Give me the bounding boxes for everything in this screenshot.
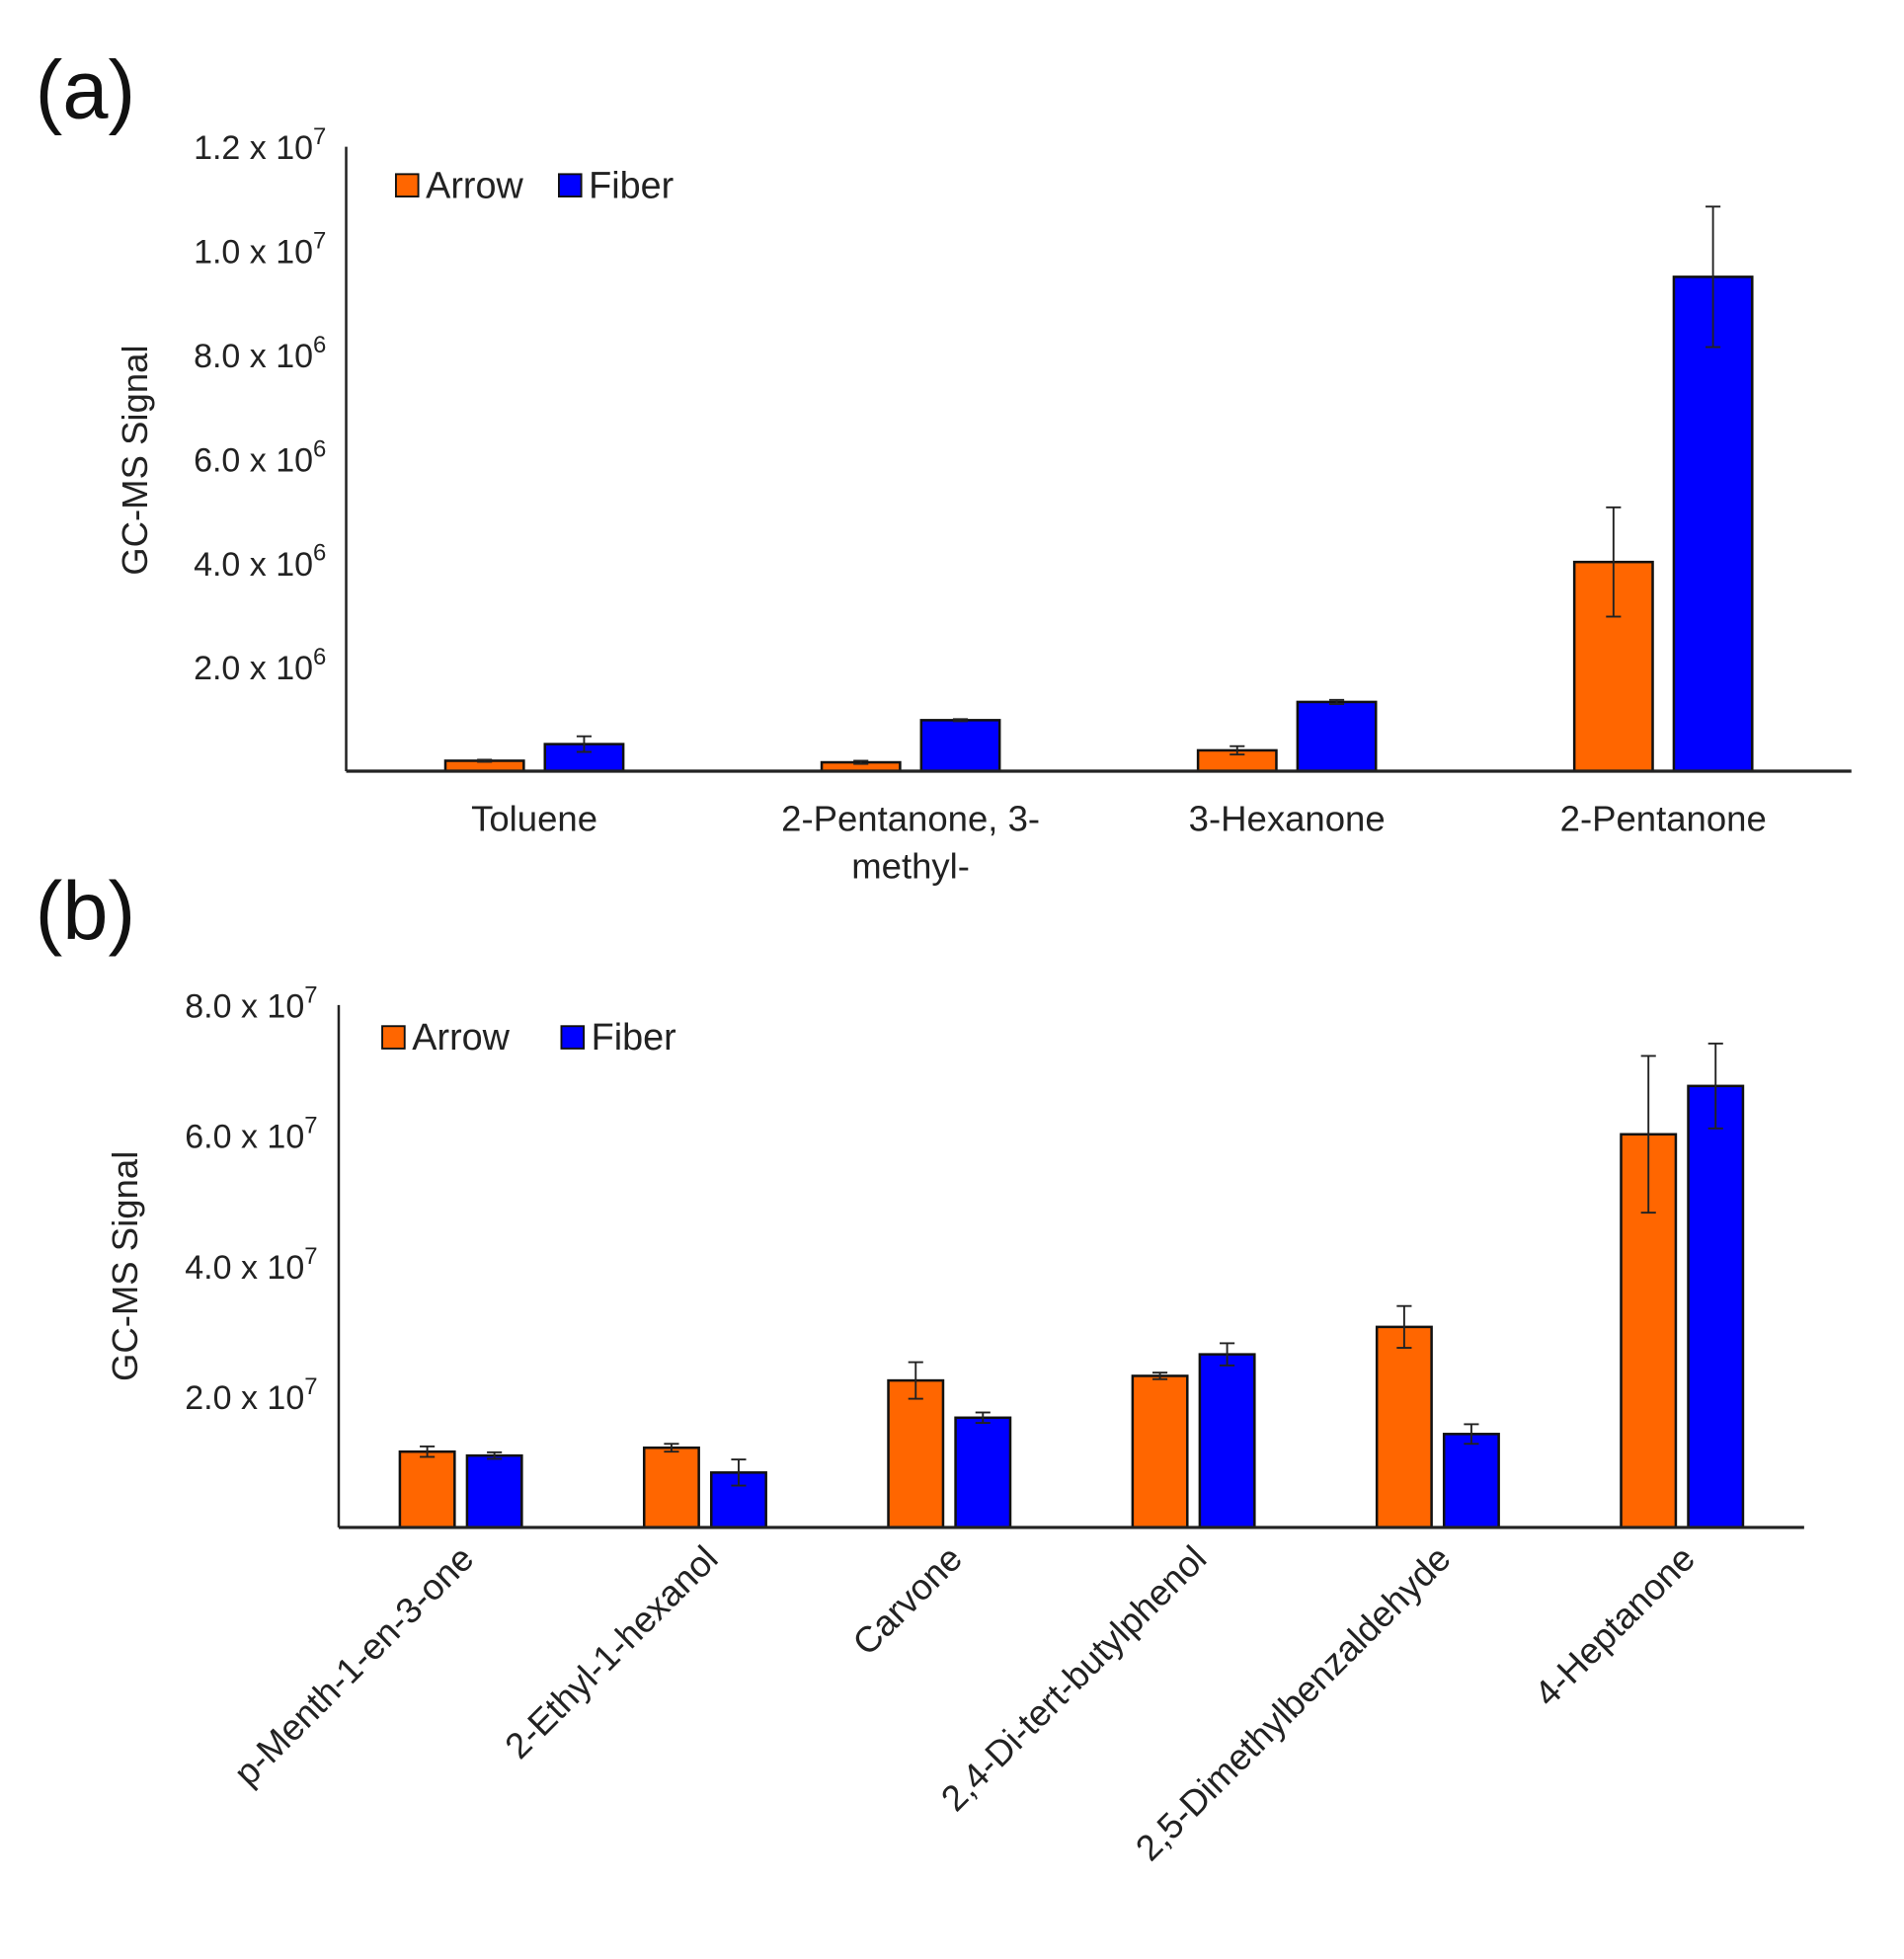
y-axis-label: GC-MS Signal [105, 1151, 145, 1381]
x-tick-label: 3-Hexanone [1189, 798, 1386, 838]
x-tick-label: p-Menth-1-en-3-one [226, 1538, 482, 1794]
y-tick-label: 6.0 x 107 [185, 1113, 317, 1156]
bar-fiber [1442, 1433, 1500, 1529]
legend-swatch-arrow [381, 1025, 406, 1050]
x-tick-label: Toluene [471, 798, 597, 838]
legend-label-arrow: Arrow [426, 165, 523, 206]
legend-label-arrow: Arrow [412, 1017, 510, 1058]
x-tick-label: 2-Pentanone [1560, 798, 1767, 838]
y-tick-label: 1.0 x 107 [194, 228, 326, 272]
x-tick-label: 4-Heptanone [1527, 1538, 1703, 1714]
legend-swatch-arrow [394, 173, 420, 197]
bar-arrow [1131, 1374, 1189, 1529]
y-tick-label: 4.0 x 107 [185, 1243, 317, 1287]
y-tick-label: 8.0 x 107 [185, 981, 317, 1025]
panel-label: (a) [36, 44, 136, 136]
bar-fiber [919, 719, 1001, 773]
y-tick-label: 2.0 x 106 [194, 644, 326, 687]
y-tick-label: 6.0 x 106 [194, 435, 326, 479]
legend-label-fiber: Fiber [592, 1017, 676, 1058]
bar-arrow [398, 1450, 456, 1529]
bar-fiber [1687, 1084, 1745, 1529]
y-tick-label: 4.0 x 106 [194, 540, 326, 584]
chart-panel-b: (b) GC-MS Signal 2.0 x 107 4.0 x 107 6.0 x 1… [36, 865, 1804, 1868]
y-tick-label: 1.2 x 107 [194, 123, 326, 167]
bar-fiber [465, 1453, 523, 1529]
x-tick-label: methyl- [851, 845, 970, 886]
legend-swatch-fiber [557, 173, 583, 197]
panel-label: (b) [36, 865, 136, 957]
bar-fiber [1198, 1353, 1256, 1529]
legend-label-fiber: Fiber [589, 165, 674, 206]
x-tick-label: Carvone [844, 1538, 970, 1664]
bar-fiber [1296, 700, 1378, 773]
bar-fiber [954, 1416, 1012, 1529]
bar-fiber [1672, 275, 1754, 773]
bar-arrow [1375, 1325, 1433, 1529]
x-tick-label: 2,4-Di-tert-butylphenol [933, 1538, 1214, 1819]
x-tick-label: 2-Ethyl-1-hexanol [497, 1538, 725, 1766]
y-tick-label: 2.0 x 107 [185, 1373, 317, 1417]
x-tick-label: 2-Pentanone, 3- [781, 798, 1040, 838]
chart-panel-a: (a) GC-MS Signal 2.0 x 106 4.0 x 106 6.0 x 1… [36, 44, 1852, 886]
y-tick-label: 8.0 x 106 [194, 332, 326, 375]
y-axis-label: GC-MS Signal [115, 345, 155, 575]
bar-arrow [642, 1446, 700, 1529]
legend-swatch-fiber [560, 1025, 586, 1050]
bar-arrow [887, 1378, 945, 1529]
